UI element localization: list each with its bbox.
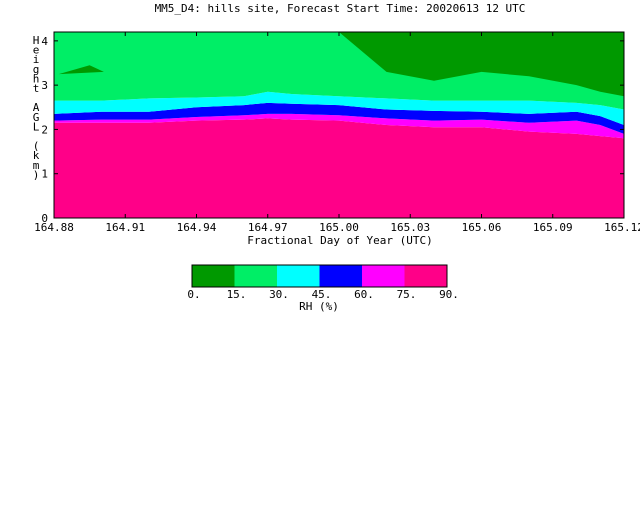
colorbar-tick-label: 45. <box>312 288 332 301</box>
rh-band-0-15 <box>339 32 624 97</box>
x-tick-label: 164.91 <box>105 221 145 234</box>
colorbar-swatch <box>234 265 277 287</box>
rh-band-30-45 <box>54 91 624 125</box>
colorbar-tick-label: 15. <box>227 288 247 301</box>
plot-area <box>54 32 624 218</box>
colorbar-swatch <box>277 265 320 287</box>
y-tick-label: 4 <box>41 35 48 48</box>
chart-title: MM5_D4: hills site, Forecast Start Time:… <box>155 2 526 15</box>
y-tick-label: 0 <box>41 212 48 225</box>
colorbar: 0. 15. 30. 45. 60. 75. 90. <box>187 264 459 301</box>
colorbar-tick-label: 90. <box>439 288 459 301</box>
colorbar-swatch <box>362 265 405 287</box>
x-axis: 164.88 164.91 164.94 164.97 165.00 165.03 165.… <box>34 32 640 234</box>
x-tick-label: 165.06 <box>462 221 502 234</box>
colorbar-swatch <box>192 265 235 287</box>
y-axis: 0 1 2 3 4 <box>41 35 624 225</box>
rh-band-0-15-patch <box>58 65 104 75</box>
x-tick-label: 165.09 <box>533 221 573 234</box>
colorbar-tick-label: 30. <box>269 288 289 301</box>
y-tick-label: 1 <box>41 168 48 181</box>
x-tick-label: 165.00 <box>319 221 359 234</box>
colorbar-swatch <box>404 265 447 287</box>
x-tick-label: 165.12 <box>604 221 640 234</box>
colorbar-swatch <box>319 265 362 287</box>
colorbar-tick-label: 0. <box>187 288 200 301</box>
rh-band-75-90 <box>54 118 624 218</box>
y-tick-label: 3 <box>41 79 48 92</box>
colorbar-tick-label: 75. <box>397 288 417 301</box>
rh-band-60-75 <box>54 113 624 139</box>
x-tick-label: 165.03 <box>390 221 430 234</box>
rh-band-45-60 <box>54 102 624 134</box>
x-tick-label: 164.94 <box>177 221 217 234</box>
colorbar-label: RH (%) <box>299 300 339 313</box>
x-tick-label: 164.97 <box>248 221 288 234</box>
y-tick-label: 2 <box>41 123 48 136</box>
x-tick-label: 164.88 <box>34 221 74 234</box>
x-axis-label: Fractional Day of Year (UTC) <box>247 234 432 247</box>
colorbar-tick-label: 60. <box>354 288 374 301</box>
colorbar-frame <box>191 264 448 288</box>
